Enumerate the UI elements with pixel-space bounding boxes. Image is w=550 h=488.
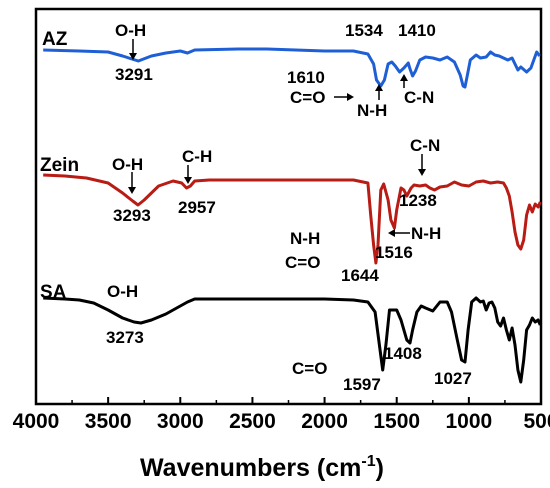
- arrowhead-az-nh: [375, 84, 383, 91]
- annotation-arrows: [128, 39, 426, 237]
- ann-sa-1027: 1027: [434, 369, 472, 388]
- ann-zein-3293: 3293: [113, 206, 151, 225]
- x-tick-label: 1500: [373, 410, 420, 433]
- series-layer: [43, 47, 542, 384]
- series-label-sa: SA: [40, 282, 67, 303]
- ann-zein-ch: C-H: [182, 147, 212, 166]
- series-line-az: [43, 47, 541, 89]
- x-axis-label-sup: -1: [361, 453, 375, 470]
- ann-sa-co: C=O: [292, 359, 327, 378]
- ann-zein-nh-right: N-H: [411, 224, 441, 243]
- ann-zein-1644: 1644: [341, 266, 379, 285]
- ann-sa-3273: 3273: [106, 328, 144, 347]
- arrowhead-az-co: [347, 93, 354, 101]
- x-tick-label: 2000: [301, 410, 348, 433]
- ann-sa-oh: O-H: [107, 282, 138, 301]
- arrowhead-az-oh: [129, 53, 137, 60]
- x-axis-label-close: ): [376, 454, 384, 482]
- arrowhead-zein-oh: [128, 187, 136, 194]
- x-tick-label: 500: [523, 410, 550, 433]
- ann-az-1610: 1610: [287, 68, 325, 87]
- x-tick-label: 4000: [13, 410, 60, 433]
- ann-az-oh: O-H: [115, 21, 146, 40]
- x-tick-label: 1000: [445, 410, 492, 433]
- ann-az-1534: 1534: [345, 21, 383, 40]
- arrowhead-zein-nh-right: [388, 229, 395, 237]
- ann-sa-1597: 1597: [343, 375, 381, 394]
- ann-az-nh: N-H: [357, 101, 387, 120]
- x-tick-label: 2500: [229, 410, 276, 433]
- ann-zein-cn: C-N: [410, 136, 440, 155]
- arrowhead-zein-cn: [418, 169, 426, 176]
- ann-az-1410: 1410: [398, 21, 436, 40]
- ann-sa-1408: 1408: [384, 344, 422, 363]
- ann-zein-2957: 2957: [178, 198, 216, 217]
- series-line-sa: [43, 296, 542, 384]
- x-axis-label: Wavenumbers (cm-1): [140, 453, 384, 482]
- ann-zein-1516: 1516: [375, 243, 413, 262]
- x-tick-label: 3000: [157, 410, 204, 433]
- x-axis-ticks: 4000 3500 3000 2500 2000 1500 1000 500: [13, 397, 550, 433]
- ann-az-cn: C-N: [404, 88, 434, 107]
- arrowhead-zein-ch: [184, 177, 192, 184]
- ann-zein-1238: 1238: [399, 191, 437, 210]
- series-line-zein: [43, 173, 542, 265]
- ann-az-3291: 3291: [115, 65, 153, 84]
- ann-zein-oh: O-H: [112, 155, 143, 174]
- series-label-az: AZ: [42, 29, 68, 50]
- x-tick-label: 3500: [85, 410, 132, 433]
- ann-az-co: C=O: [290, 88, 325, 107]
- ann-zein-co: C=O: [285, 253, 320, 272]
- ann-zein-nh-left: N-H: [290, 229, 320, 248]
- series-label-zein: Zein: [40, 155, 79, 176]
- arrowhead-az-cn: [400, 74, 408, 81]
